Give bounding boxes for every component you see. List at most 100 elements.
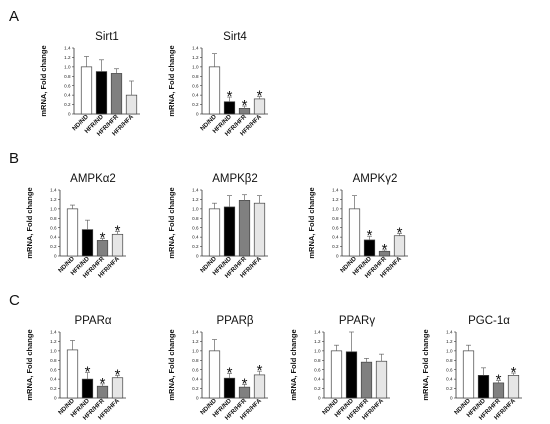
y-tick-label: 0.6 — [192, 225, 199, 230]
y-tick-label: 1.0 — [314, 348, 321, 353]
y-axis-label: mRNA, Fold change — [307, 187, 316, 258]
y-tick-label: 1.0 — [64, 64, 71, 69]
y-tick-label: 0.8 — [192, 74, 199, 79]
chart-title: PPARβ — [216, 315, 253, 327]
bar — [95, 71, 108, 115]
y-axis-label: mRNA, Fold change — [25, 187, 34, 258]
significance-star: * — [496, 372, 502, 389]
bar — [208, 208, 221, 257]
y-tick-label: 1.0 — [192, 348, 199, 353]
y-tick-label: 0.8 — [192, 358, 199, 363]
y-tick-label: 1.4 — [192, 188, 199, 193]
bar — [348, 208, 361, 257]
chart-8: PGC-1α mRNA, Fold change 0 0.2 0.4 0.6 0.8 1.0 1… — [421, 315, 522, 422]
y-axis-label: mRNA, Fold change — [39, 45, 48, 116]
y-tick-label: 1.4 — [192, 330, 199, 335]
y-tick-label: 0.8 — [446, 358, 453, 363]
bar — [80, 66, 93, 115]
y-tick-label: 0.2 — [50, 244, 57, 249]
panel-letter-a: A — [9, 8, 19, 25]
chart-3: AMPKβ2 mRNA, Fold change 0 0.2 0.4 0.6 0.8 1.0 1… — [167, 173, 268, 280]
y-tick-label: 1.0 — [446, 348, 453, 353]
y-tick-label: 0.2 — [192, 102, 199, 107]
y-tick-label: 1.0 — [50, 206, 57, 211]
y-tick-label: 1.2 — [192, 339, 199, 344]
y-tick-label: 0 — [68, 112, 71, 117]
chart-1: Sirt4 mRNA, Fold change 0 0.2 0.4 0.6 0.8 1.0 1.… — [167, 31, 268, 138]
y-tick-label: 0.4 — [192, 377, 199, 382]
chart-title: AMPKβ2 — [212, 173, 258, 185]
y-tick-label: 0.8 — [50, 216, 57, 221]
y-axis-label: mRNA, Fold change — [167, 45, 176, 116]
y-tick-label: 0 — [450, 396, 453, 401]
y-tick-label: 0 — [54, 396, 57, 401]
significance-star: * — [257, 88, 263, 105]
significance-star: * — [227, 364, 233, 381]
bar — [345, 351, 358, 399]
y-tick-label: 1.0 — [192, 206, 199, 211]
significance-star: * — [397, 224, 403, 241]
y-tick-label: 1.4 — [192, 46, 199, 51]
y-tick-label: 1.0 — [50, 348, 57, 353]
significance-star: * — [100, 230, 106, 247]
chart-2: AMPKα2 mRNA, Fold change 0 0.2 0.4 0.6 0.8 1.0 1… — [25, 173, 126, 280]
y-tick-label: 0.2 — [50, 386, 57, 391]
y-axis-label: mRNA, Fold change — [289, 329, 298, 400]
bar — [125, 94, 138, 115]
bar — [375, 360, 388, 399]
y-tick-label: 0 — [318, 396, 321, 401]
y-tick-label: 0.2 — [332, 244, 339, 249]
significance-star: * — [382, 241, 388, 258]
bar — [66, 349, 79, 399]
bar — [110, 73, 123, 115]
y-tick-label: 1.2 — [50, 197, 57, 202]
y-tick-label: 0.8 — [50, 358, 57, 363]
y-tick-label: 1.2 — [314, 339, 321, 344]
chart-title: AMPKα2 — [70, 173, 116, 185]
panel-letter-c: C — [9, 292, 20, 309]
y-tick-label: 0.4 — [446, 377, 453, 382]
y-tick-label: 0.6 — [50, 367, 57, 372]
y-tick-label: 0.2 — [64, 102, 71, 107]
chart-7: PPARγ mRNA, Fold change 0 0.2 0.4 0.6 0.8 1.0 1.… — [289, 315, 390, 422]
y-axis-label: mRNA, Fold change — [421, 329, 430, 400]
bar — [253, 202, 266, 257]
y-tick-label: 1.2 — [192, 55, 199, 60]
bar — [81, 378, 94, 399]
chart-title: PPARγ — [339, 315, 375, 327]
y-tick-label: 0.6 — [314, 367, 321, 372]
y-tick-label: 1.4 — [332, 188, 339, 193]
y-tick-label: 0.8 — [314, 358, 321, 363]
y-tick-label: 0.4 — [50, 377, 57, 382]
y-tick-label: 0.8 — [332, 216, 339, 221]
y-tick-label: 0.4 — [50, 235, 57, 240]
significance-star: * — [242, 97, 248, 114]
y-axis-label: mRNA, Fold change — [167, 187, 176, 258]
y-tick-label: 1.4 — [50, 330, 57, 335]
chart-title: PGC-1α — [468, 315, 510, 327]
y-tick-label: 0.2 — [446, 386, 453, 391]
y-tick-label: 1.2 — [332, 197, 339, 202]
significance-star: * — [100, 375, 106, 392]
y-tick-label: 0.2 — [192, 386, 199, 391]
bar — [208, 350, 221, 399]
significance-star: * — [115, 222, 121, 239]
y-tick-label: 1.2 — [192, 197, 199, 202]
bar — [66, 208, 79, 257]
y-tick-label: 0.6 — [64, 83, 71, 88]
charts-group: Sirt1 mRNA, Fold change 0 0.2 0.4 0.6 0.8 1.0 1.… — [25, 31, 522, 422]
y-axis-label: mRNA, Fold change — [25, 329, 34, 400]
y-tick-label: 0.6 — [192, 83, 199, 88]
bar — [477, 375, 490, 399]
y-tick-label: 1.4 — [446, 330, 453, 335]
y-tick-label: 0.4 — [314, 377, 321, 382]
bar — [238, 200, 251, 257]
y-tick-label: 0.6 — [332, 225, 339, 230]
significance-star: * — [511, 364, 517, 381]
y-tick-label: 0 — [196, 112, 199, 117]
y-tick-label: 0.4 — [192, 93, 199, 98]
bar — [208, 66, 221, 115]
significance-star: * — [367, 227, 373, 244]
chart-5: PPARα mRNA, Fold change 0 0.2 0.4 0.6 0.8 1.0 1.… — [25, 315, 126, 422]
